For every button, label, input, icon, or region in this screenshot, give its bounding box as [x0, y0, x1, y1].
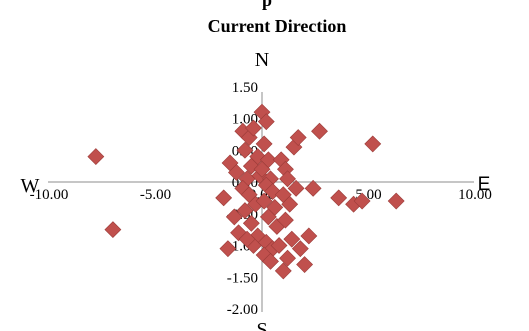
scatter-point	[87, 148, 105, 166]
header-fragment: p	[262, 0, 272, 10]
x-tick-label: 10.00	[458, 187, 492, 203]
compass-east: E	[478, 174, 491, 195]
scatter-point	[279, 170, 296, 188]
scatter-point	[279, 249, 296, 267]
scatter-point	[330, 189, 348, 207]
scatter-point	[225, 208, 243, 226]
chart-title: Current Direction	[208, 16, 347, 36]
scatter-point	[238, 230, 256, 248]
compass-north: N	[255, 49, 269, 71]
compass-west: W	[21, 175, 40, 197]
scatter-point	[291, 240, 309, 258]
scatter-point	[259, 208, 277, 226]
scatter-point	[281, 195, 299, 213]
scatter-point	[387, 192, 405, 210]
scatter-point	[277, 211, 294, 229]
x-tick-label: -5.00	[140, 187, 171, 203]
scatter-point	[236, 141, 254, 159]
scatter-point	[300, 227, 318, 245]
scatter-point	[296, 256, 314, 273]
scatter-point	[283, 230, 301, 248]
x-tick-label: -10.00	[30, 187, 69, 203]
scatter-point	[255, 192, 273, 210]
scatter-point	[253, 160, 271, 178]
scatter-point	[255, 135, 273, 153]
scatter-point	[262, 252, 279, 270]
y-tick-label: -2.00	[227, 302, 258, 318]
scatter-point	[289, 129, 307, 146]
data-points	[87, 103, 405, 280]
scatter-point	[364, 135, 382, 153]
scatter-point	[104, 221, 122, 239]
compass-south: S	[256, 319, 267, 331]
scatter-point	[242, 214, 260, 232]
scatter-point	[270, 237, 288, 254]
scatter-point	[245, 119, 262, 137]
y-tick-label: -1.50	[227, 270, 258, 286]
scatter-point	[257, 113, 275, 131]
scatter-point	[287, 179, 305, 197]
scatter-point	[304, 179, 322, 197]
y-tick-label: 1.50	[232, 80, 258, 96]
scatter-point	[236, 202, 254, 219]
scatter-point	[228, 164, 245, 181]
scatter-point	[311, 122, 328, 140]
scatter-point	[219, 240, 237, 258]
scatter-point	[353, 192, 371, 210]
scatter-point	[274, 262, 292, 280]
scatter-point	[215, 189, 233, 207]
